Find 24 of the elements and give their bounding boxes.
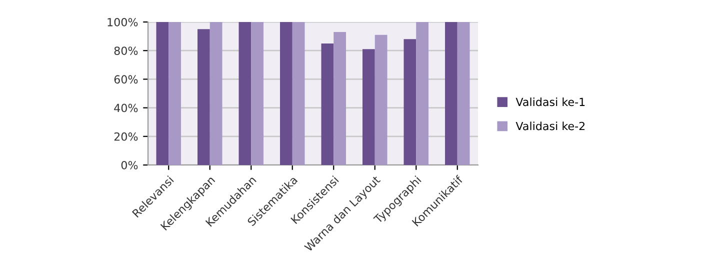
bar <box>168 22 181 165</box>
bar <box>251 22 264 165</box>
legend-label: Validasi ke-1 <box>516 98 585 106</box>
bar <box>238 22 252 165</box>
bar <box>334 32 346 165</box>
bar <box>292 22 305 165</box>
bar <box>210 22 222 165</box>
y-tick-label: 40% <box>114 104 138 112</box>
y-tick-label: 0% <box>121 160 138 170</box>
bar <box>457 22 470 165</box>
bar <box>198 29 210 165</box>
bar <box>416 22 428 165</box>
bar <box>156 22 169 165</box>
y-tick-label: 20% <box>114 132 138 141</box>
bar <box>374 34 388 165</box>
y-tick-label: 60% <box>114 75 138 84</box>
y-tick-label: 100% <box>108 18 138 26</box>
bar <box>445 22 458 165</box>
bar <box>362 49 375 165</box>
bar <box>321 43 334 165</box>
bar <box>404 39 416 165</box>
bar <box>280 22 292 165</box>
y-tick-label: 80% <box>114 46 138 55</box>
legend-label: Validasi ke-2 <box>516 122 585 130</box>
